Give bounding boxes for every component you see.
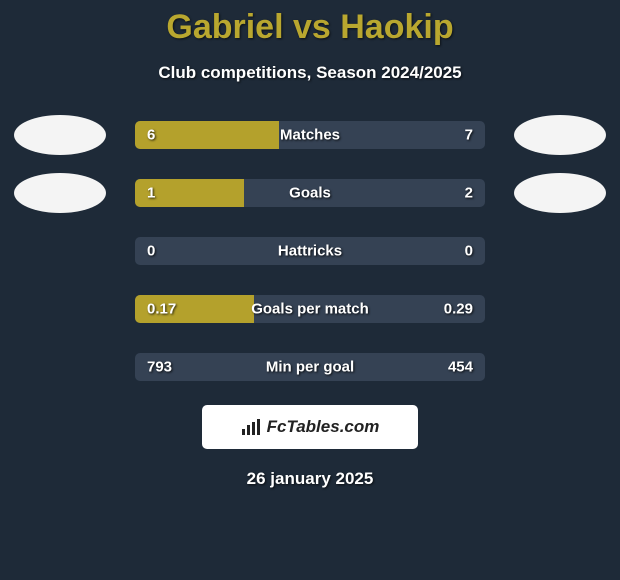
stat-value-right: 7 [465,127,473,144]
date-text: 26 january 2025 [0,469,620,489]
stat-value-left: 1 [147,185,155,202]
avatar-spacer [514,347,606,387]
stat-value-left: 0 [147,243,155,260]
avatar-spacer [14,231,106,271]
player-left-avatar [14,173,106,213]
stat-row: 1 2 Goals [0,173,620,213]
stat-value-left: 793 [147,359,172,376]
stat-bar: 1 2 Goals [135,179,485,207]
stat-value-left: 0.17 [147,301,176,318]
page-title: Gabriel vs Haokip [0,0,620,47]
stat-value-right: 2 [465,185,473,202]
stat-bar: 0 0 Hattricks [135,237,485,265]
stat-label: Goals per match [251,301,369,318]
stat-bar: 6 7 Matches [135,121,485,149]
stat-label: Goals [289,185,331,202]
avatar-spacer [514,231,606,271]
player-right-avatar [514,115,606,155]
stat-bar: 793 454 Min per goal [135,353,485,381]
comparison-chart: 6 7 Matches 1 2 Goals 0 0 Hattricks 0.17 0.29 Goals… [0,115,620,387]
stat-value-right: 0 [465,243,473,260]
stat-label: Min per goal [266,359,354,376]
stat-bar: 0.17 0.29 Goals per match [135,295,485,323]
stat-label: Matches [280,127,340,144]
stat-value-right: 0.29 [444,301,473,318]
bar-left-fill [135,121,279,149]
stat-row: 793 454 Min per goal [0,347,620,387]
player-right-avatar [514,173,606,213]
stat-row: 0 0 Hattricks [0,231,620,271]
player-left-avatar [14,115,106,155]
page-subtitle: Club competitions, Season 2024/2025 [0,63,620,83]
stat-label: Hattricks [278,243,342,260]
stat-value-right: 454 [448,359,473,376]
brand-text: FcTables.com [267,417,380,437]
avatar-spacer [14,289,106,329]
avatar-spacer [14,347,106,387]
stat-row: 6 7 Matches [0,115,620,155]
stat-row: 0.17 0.29 Goals per match [0,289,620,329]
brand-box[interactable]: FcTables.com [202,405,418,449]
bar-chart-icon [241,418,261,436]
avatar-spacer [514,289,606,329]
stat-value-left: 6 [147,127,155,144]
